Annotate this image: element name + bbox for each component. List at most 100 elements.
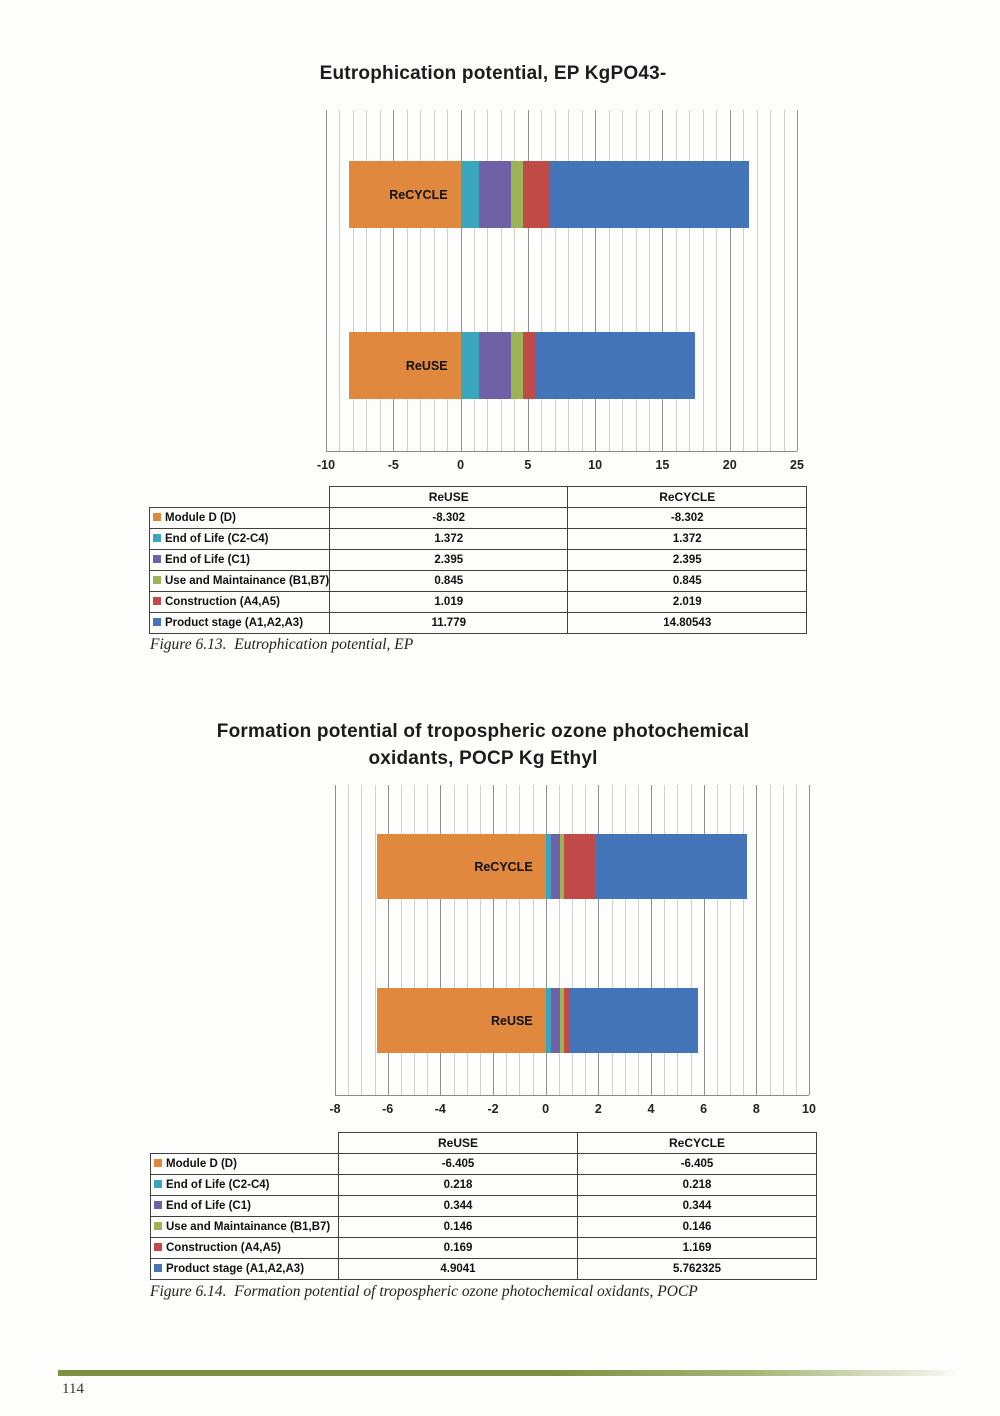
value-cell: 0.344	[338, 1195, 578, 1217]
gridline	[493, 785, 494, 1095]
table-row: Product stage (A1,A2,A3) 11.779 14.80543	[148, 612, 808, 634]
row-label: Use and Maintainance (B1,B7)	[165, 575, 330, 587]
x-axis-tick-label: 25	[790, 458, 804, 472]
value-cell: 11.779	[329, 612, 569, 634]
value-cell: 2.019	[567, 591, 808, 613]
gridline	[335, 785, 336, 1095]
gridline	[729, 110, 731, 451]
row-label-cell: End of Life (C2-C4)	[150, 1174, 339, 1196]
gridline	[756, 110, 758, 451]
row-label-cell: Module D (D)	[150, 1153, 339, 1175]
gridline	[541, 110, 543, 451]
row-label-cell: End of Life (C1)	[150, 1195, 339, 1217]
gridline	[568, 110, 570, 451]
segment-end-of-life-c1-	[479, 161, 512, 228]
gridline	[743, 785, 745, 1095]
gridline	[635, 110, 637, 451]
x-axis-tick-label: -8	[329, 1102, 341, 1116]
chart1-plot-area: ReCYCLE ReUSE -10 -5 0 5 10 15 20 25	[317, 110, 804, 485]
gridline	[558, 785, 560, 1095]
gridline	[420, 110, 422, 451]
gridline	[730, 785, 731, 1095]
chart1-data-table: ReUSE ReCYCLE Module D (D) -8.302 -8.302 End …	[148, 486, 808, 634]
x-axis-tick-label: -2	[487, 1102, 499, 1116]
segment-use-and-maintainance-b1-b7-	[511, 332, 523, 399]
category-label: ReCYCLE	[389, 187, 448, 202]
gridline	[532, 785, 534, 1095]
table-row: Construction (A4,A5) 0.169 1.169	[150, 1237, 817, 1259]
x-axis-tick-label: 0	[457, 458, 465, 472]
table-row: End of Life (C2-C4) 0.218 0.218	[150, 1174, 817, 1196]
value-cell: 0.169	[338, 1237, 578, 1259]
gridline	[466, 785, 468, 1095]
value-cell: 0.845	[567, 570, 808, 592]
value-cell: 1.169	[577, 1237, 817, 1259]
value-cell: 2.395	[567, 549, 808, 571]
row-label: End of Life (C1)	[166, 1200, 251, 1212]
segment-end-of-life-c2-c4-	[460, 332, 480, 399]
row-label: Module D (D)	[166, 1158, 237, 1170]
value-cell: -6.405	[577, 1153, 817, 1175]
gridline	[406, 110, 408, 451]
gridline	[585, 785, 587, 1095]
x-axis-tick-label: 2	[594, 1102, 602, 1116]
gridline	[433, 110, 435, 451]
bar-reuse: ReUSE	[335, 988, 809, 1053]
gridline	[675, 110, 677, 451]
gridline	[797, 110, 798, 451]
gridline	[703, 785, 705, 1095]
chart2-title-line1: Formation potential of tropospheric ozon…	[216, 721, 750, 742]
gridline	[474, 110, 476, 451]
row-label-cell: Use and Maintainance (B1,B7)	[148, 570, 331, 592]
value-cell: 0.218	[338, 1174, 578, 1196]
table-row: Module D (D) -6.405 -6.405	[150, 1153, 817, 1175]
gridline	[611, 785, 613, 1095]
value-cell: 4.9041	[338, 1258, 578, 1280]
legend-swatch-icon	[153, 618, 161, 626]
gridline	[514, 110, 516, 451]
row-label: Product stage (A1,A2,A3)	[166, 1263, 305, 1275]
gridline	[447, 110, 449, 451]
gridline	[427, 785, 429, 1095]
category-label: ReCYCLE	[474, 859, 533, 874]
gridline	[677, 785, 679, 1095]
bar-recycle: ReCYCLE	[335, 834, 809, 899]
category-label: ReUSE	[490, 1013, 533, 1028]
value-cell: 1.372	[329, 528, 569, 550]
gridline	[374, 785, 376, 1095]
x-axis-tick-label: 8	[752, 1102, 760, 1116]
row-label: Product stage (A1,A2,A3)	[165, 617, 304, 629]
gridline	[453, 785, 455, 1095]
gridline	[598, 785, 600, 1095]
column-header: ReUSE	[329, 486, 569, 508]
gridline	[624, 785, 626, 1095]
row-label: Construction (A4,A5)	[165, 596, 280, 608]
figure2-caption: Figure 6.14. Formation potential of trop…	[150, 1283, 698, 1300]
x-axis-tick-label: 6	[700, 1102, 708, 1116]
legend-swatch-icon	[153, 597, 161, 605]
row-label: Construction (A4,A5)	[166, 1242, 281, 1254]
segment-end-of-life-c2-c4-	[545, 988, 552, 1053]
gridline	[716, 110, 718, 451]
row-label: End of Life (C2-C4)	[165, 533, 269, 545]
gridline	[782, 785, 784, 1095]
gridline	[361, 785, 363, 1095]
value-cell: 1.019	[329, 591, 569, 613]
gridline	[637, 785, 639, 1095]
gridline	[651, 785, 652, 1095]
row-label-cell: Product stage (A1,A2,A3)	[150, 1258, 339, 1280]
x-axis-tick-label: -6	[382, 1102, 394, 1116]
segment-module-d-d-	[377, 834, 546, 899]
x-axis-tick-label: 4	[647, 1102, 655, 1116]
gridline	[500, 110, 502, 451]
gridline	[769, 785, 771, 1095]
row-label-cell: Module D (D)	[148, 507, 331, 529]
gridline	[608, 110, 610, 451]
segment-product-stage-a1-a2-a3-	[595, 834, 747, 899]
page-number: 114	[62, 1381, 84, 1397]
row-label-cell: Use and Maintainance (B1,B7)	[150, 1216, 339, 1238]
legend-swatch-icon	[154, 1201, 162, 1209]
legend-swatch-icon	[154, 1243, 162, 1251]
row-label-cell: End of Life (C2-C4)	[148, 528, 331, 550]
gridline	[400, 785, 402, 1095]
